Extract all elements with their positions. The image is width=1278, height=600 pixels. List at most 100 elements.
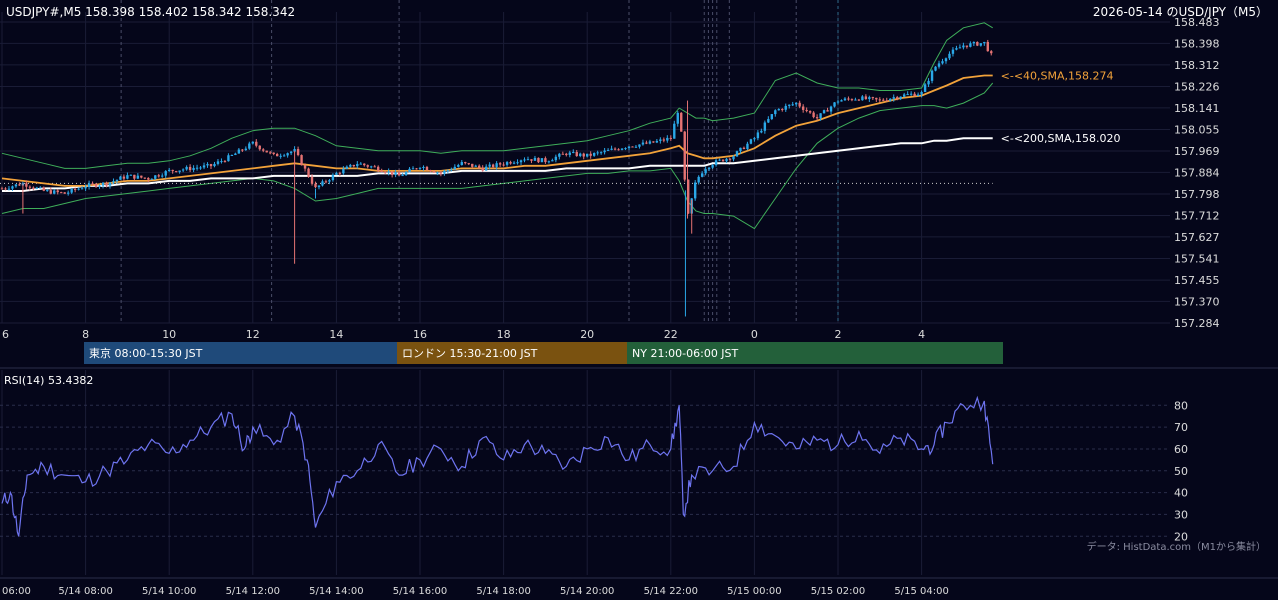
candle-body <box>471 163 474 167</box>
candle-body <box>519 160 523 163</box>
candle-body <box>882 99 885 101</box>
candle-body <box>310 176 314 184</box>
candle-body <box>875 97 878 100</box>
candle-body <box>105 182 108 186</box>
candle-body <box>342 168 345 174</box>
candle-body <box>965 45 969 47</box>
candle-body <box>958 47 962 49</box>
session-london-bar <box>397 342 627 364</box>
candle-body <box>899 96 902 99</box>
rsi-axis-ticks: 80 70 60 50 40 30 20 <box>1174 399 1188 543</box>
candle-body <box>516 162 519 164</box>
candle-body <box>857 99 861 101</box>
candle-body <box>843 98 847 101</box>
candle-body <box>373 166 376 168</box>
candle-body <box>161 175 164 177</box>
bottom-time-tick-label: 5/14 20:00 <box>560 586 614 597</box>
bottom-time-tick-label: 5/14 16:00 <box>393 586 447 597</box>
candle-body <box>551 160 554 162</box>
top-time-tick-label: 4 <box>918 328 925 341</box>
bottom-time-tick-label: 5/14 12:00 <box>226 586 280 597</box>
candle-body <box>732 156 735 160</box>
candle-body <box>784 105 787 110</box>
candle-body <box>314 183 317 188</box>
candle-body <box>248 143 251 149</box>
candle-body <box>70 188 73 193</box>
candle-body <box>209 164 213 167</box>
candle-body <box>185 166 188 170</box>
candle-body <box>464 162 467 164</box>
candle-body <box>387 171 390 173</box>
candle-body <box>345 166 349 169</box>
rsi-grid-lines <box>0 404 1170 537</box>
candle-body <box>631 146 634 148</box>
candle-body <box>154 175 157 179</box>
candle-body <box>126 175 129 179</box>
top-time-tick-label: 8 <box>82 328 89 341</box>
candle-body <box>296 149 300 156</box>
candle-body <box>164 171 167 176</box>
candle-body <box>523 159 526 161</box>
candle-body <box>512 162 516 164</box>
candle-body <box>136 175 140 179</box>
candle-body <box>478 165 481 168</box>
candle-body <box>711 165 714 168</box>
candle-body <box>871 97 875 99</box>
candle-body <box>652 141 655 143</box>
candle-body <box>28 186 32 188</box>
rsi-tick-label: 20 <box>1174 530 1188 543</box>
candle-body <box>645 142 648 144</box>
candle-body <box>850 99 854 101</box>
candle-body <box>603 150 606 153</box>
candle-body <box>275 153 279 157</box>
candle-body <box>620 148 624 150</box>
rsi-tick-label: 60 <box>1174 443 1188 456</box>
candle-body <box>202 165 206 168</box>
candle-body <box>415 168 418 170</box>
candle-body <box>937 63 941 67</box>
candle-body <box>885 100 888 102</box>
candle-body <box>868 97 871 100</box>
candle-body <box>920 91 923 95</box>
candle-body <box>934 66 937 71</box>
candle-body <box>129 174 133 176</box>
candle-body <box>753 138 756 140</box>
price-tick-label: 157.627 <box>1174 231 1220 244</box>
candle-body <box>728 158 732 160</box>
price-tick-label: 157.455 <box>1174 274 1220 287</box>
top-time-tick-label: 10 <box>162 328 176 341</box>
candle-body <box>986 41 989 52</box>
session-tokyo-label: 東京 08:00-15:30 JST <box>89 346 203 360</box>
candle-body <box>432 171 436 173</box>
candle-body <box>206 164 209 166</box>
candle-body <box>624 148 627 150</box>
candle-body <box>864 96 868 100</box>
candle-body <box>544 158 547 163</box>
candle-body <box>293 149 296 152</box>
candle-body <box>767 119 770 123</box>
candle-body <box>655 140 659 143</box>
candle-body <box>377 166 380 171</box>
candle-body <box>14 184 18 187</box>
rsi-tick-label: 80 <box>1174 399 1188 412</box>
candlestick-series <box>0 39 993 317</box>
session-ny-label: NY 21:00-06:00 JST <box>632 347 739 360</box>
candle-body <box>774 110 777 115</box>
candle-body <box>586 153 589 157</box>
candle-body <box>321 181 324 186</box>
candle-body <box>565 153 568 155</box>
candle-body <box>35 187 39 189</box>
candle-body <box>491 164 495 168</box>
candle-body <box>269 152 272 154</box>
candle-body <box>216 161 220 164</box>
candle-body <box>680 112 683 132</box>
candle-body <box>133 174 136 179</box>
candle-body <box>178 170 181 172</box>
candle-body <box>258 145 261 150</box>
top-time-tick-label: 22 <box>664 328 678 341</box>
price-tick-label: 158.226 <box>1174 81 1220 94</box>
price-tick-label: 157.884 <box>1174 166 1220 179</box>
candle-body <box>770 114 774 120</box>
candle-body <box>592 152 596 156</box>
candle-body <box>401 175 404 177</box>
